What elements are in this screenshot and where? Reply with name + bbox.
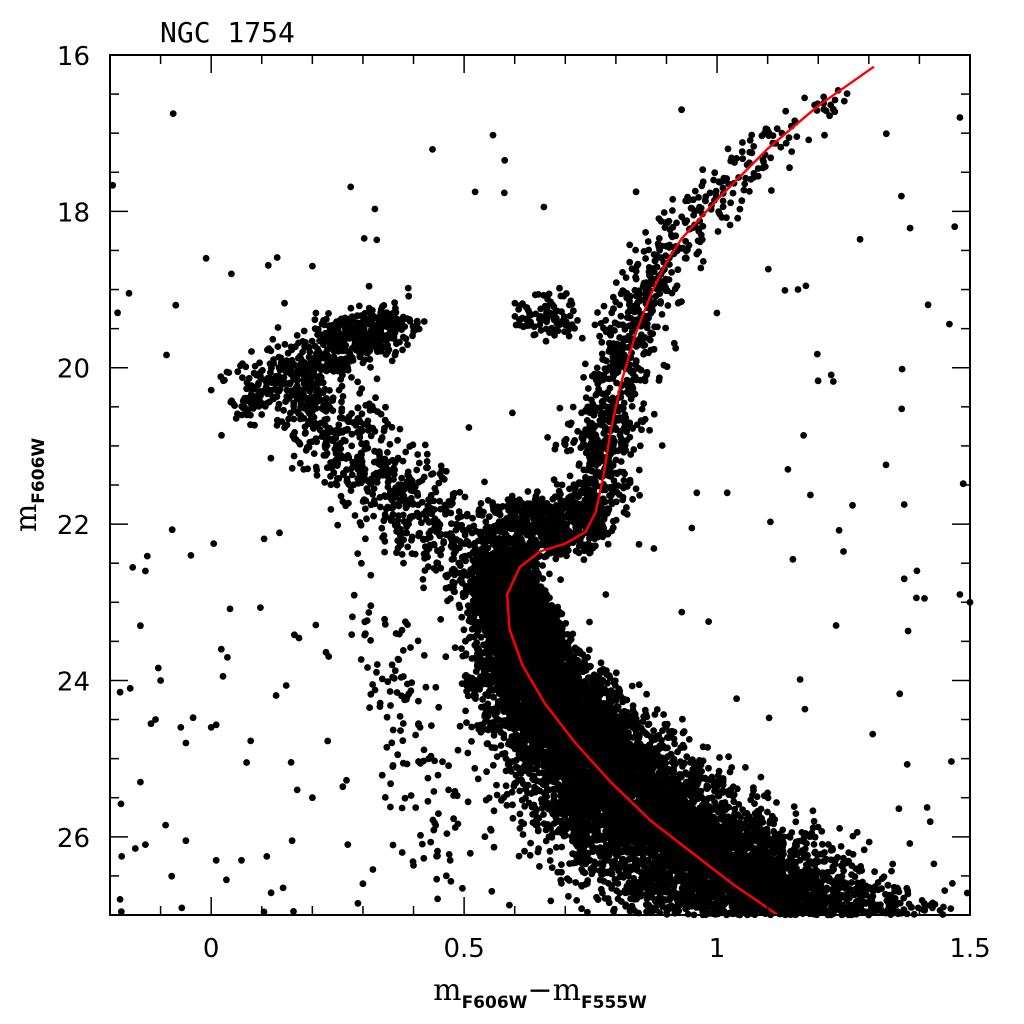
star-point <box>757 773 765 781</box>
star-point <box>497 742 505 749</box>
star-point <box>515 852 523 860</box>
star-point <box>481 833 489 841</box>
star-point <box>493 791 501 799</box>
star-point <box>660 711 667 718</box>
star-point <box>546 847 554 855</box>
star-point <box>466 849 474 857</box>
star-point <box>790 803 798 810</box>
star-point <box>474 775 482 783</box>
star-point <box>584 654 591 661</box>
star-point <box>521 847 528 855</box>
star-point <box>521 803 529 810</box>
star-point <box>518 818 525 826</box>
star-point <box>889 860 897 868</box>
chart-title: NGC 1754 <box>160 16 295 49</box>
star-point <box>565 892 572 900</box>
star-point <box>685 736 693 743</box>
star-point <box>542 788 550 796</box>
star-point <box>479 696 486 703</box>
star-point <box>597 659 605 667</box>
star-point <box>445 762 452 770</box>
star-point <box>477 633 485 641</box>
star-point <box>527 839 534 847</box>
star-point <box>725 753 732 761</box>
star-point <box>836 825 843 832</box>
star-point <box>458 613 466 621</box>
star-point <box>610 905 618 913</box>
star-point <box>464 798 472 806</box>
stars-layer <box>109 87 974 919</box>
star-point <box>585 646 593 654</box>
star-point <box>792 810 800 817</box>
star-point <box>628 682 636 690</box>
star-point <box>493 753 501 760</box>
star-point <box>502 782 510 790</box>
star-point <box>483 768 490 776</box>
star-point <box>705 764 712 772</box>
star-point <box>558 843 566 851</box>
star-point <box>464 692 472 700</box>
star-point <box>809 824 817 832</box>
star-point <box>468 738 475 745</box>
star-point <box>888 867 895 875</box>
star-point <box>558 861 565 868</box>
star-point <box>650 727 657 734</box>
star-point <box>849 832 857 840</box>
star-point <box>462 707 469 715</box>
star-point <box>451 644 459 651</box>
star-point <box>884 881 892 889</box>
star-point <box>534 826 542 834</box>
star-point <box>618 898 625 905</box>
star-point <box>463 719 470 726</box>
star-point <box>622 903 630 910</box>
star-point <box>578 905 585 913</box>
star-point <box>442 653 450 661</box>
star-point <box>813 867 821 875</box>
star-point <box>947 905 955 912</box>
star-point <box>849 850 857 858</box>
star-point <box>510 782 518 790</box>
star-point <box>542 837 550 845</box>
star-point <box>810 817 818 825</box>
star-point <box>858 867 866 874</box>
star-point <box>773 799 780 806</box>
star-point <box>683 753 691 761</box>
star-point <box>792 818 800 826</box>
star-point <box>837 843 845 850</box>
star-point <box>509 814 517 822</box>
star-point <box>880 873 888 881</box>
star-point <box>590 835 597 842</box>
star-point <box>468 723 476 731</box>
